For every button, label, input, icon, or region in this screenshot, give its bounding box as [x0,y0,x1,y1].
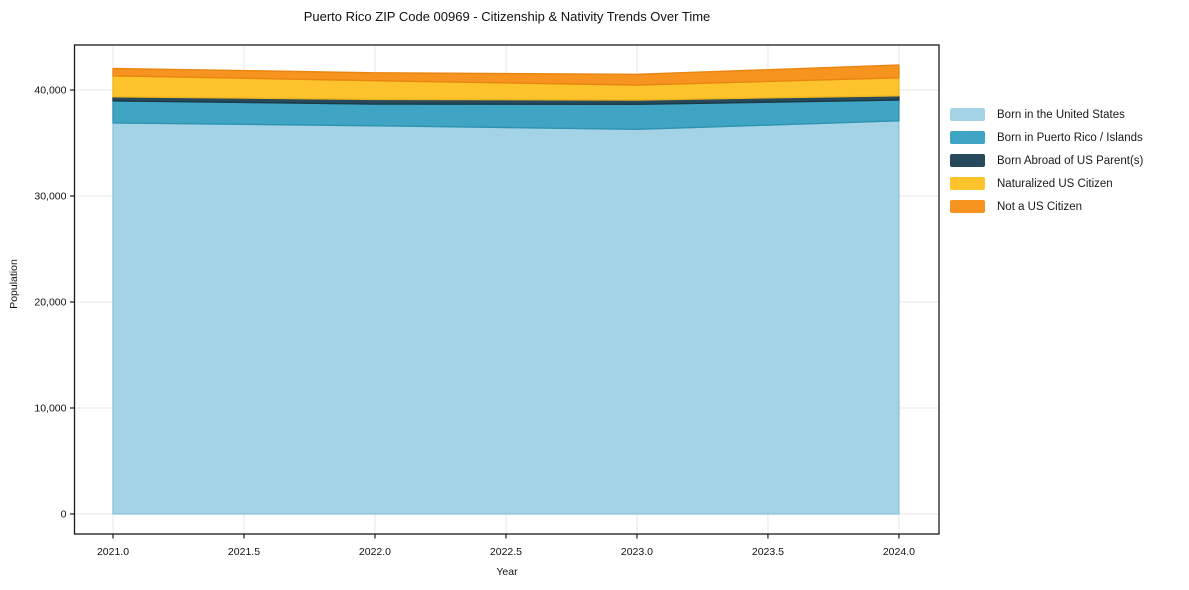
y-tick-label: 20,000 [34,297,66,309]
legend: Born in the United States Born in Puerto… [950,103,1143,218]
x-axis-label: Year [496,566,518,578]
x-tick-label: 2022.5 [490,546,522,558]
legend-label: Not a US Citizen [997,200,1083,213]
x-tick-label: 2023.5 [752,546,784,558]
area-series-4 [112,64,900,86]
x-tick-label: 2021.5 [228,546,260,558]
legend-swatch-born-pr-icon [950,131,985,144]
legend-swatch-born-abroad-icon [950,154,985,167]
legend-item: Born in Puerto Rico / Islands [950,126,1143,149]
legend-label: Born in the United States [997,108,1125,121]
plot-frame [73,44,940,535]
y-axis-label: Population [8,259,20,309]
legend-item: Born in the United States [950,103,1143,126]
legend-label: Born Abroad of US Parent(s) [997,154,1144,167]
legend-label: Naturalized US Citizen [997,177,1113,190]
x-tick-label: 2024.0 [883,546,915,558]
legend-label: Born in Puerto Rico / Islands [997,131,1143,144]
legend-item: Not a US Citizen [950,195,1143,218]
x-tick-label: 2022.0 [359,546,391,558]
area-series-0 [112,120,900,515]
x-tick-label: 2023.0 [621,546,653,558]
y-tick-label: 10,000 [34,402,66,414]
x-tick-label: 2021.0 [97,546,129,558]
y-tick-label: 0 [61,508,67,520]
y-tick-label: 30,000 [34,191,66,203]
chart-title: Puerto Rico ZIP Code 00969 - Citizenship… [303,9,711,24]
legend-swatch-naturalized-icon [950,177,985,190]
legend-swatch-not-citizen-icon [950,200,985,213]
y-tick-label: 40,000 [34,85,66,97]
legend-swatch-born-us-icon [950,108,985,121]
legend-item: Born Abroad of US Parent(s) [950,149,1143,172]
legend-item: Naturalized US Citizen [950,172,1143,195]
